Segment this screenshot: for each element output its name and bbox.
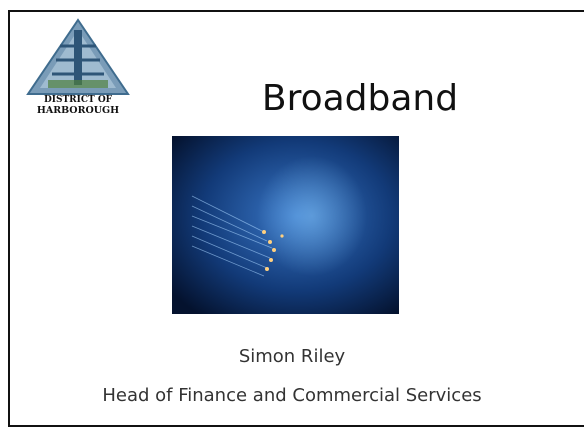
page: DISTRICT OF HARBOROUGH Broadband Simon R… xyxy=(0,0,584,441)
logo-line2: HARBOROUGH xyxy=(37,105,119,116)
logo: DISTRICT OF HARBOROUGH xyxy=(20,16,135,116)
broadband-image xyxy=(172,136,399,314)
slide-title: Broadband xyxy=(200,78,520,119)
logo-line1: DISTRICT OF xyxy=(44,95,113,105)
presenter-role: Head of Finance and Commercial Services xyxy=(0,385,584,406)
presenter-name: Simon Riley xyxy=(0,346,584,367)
